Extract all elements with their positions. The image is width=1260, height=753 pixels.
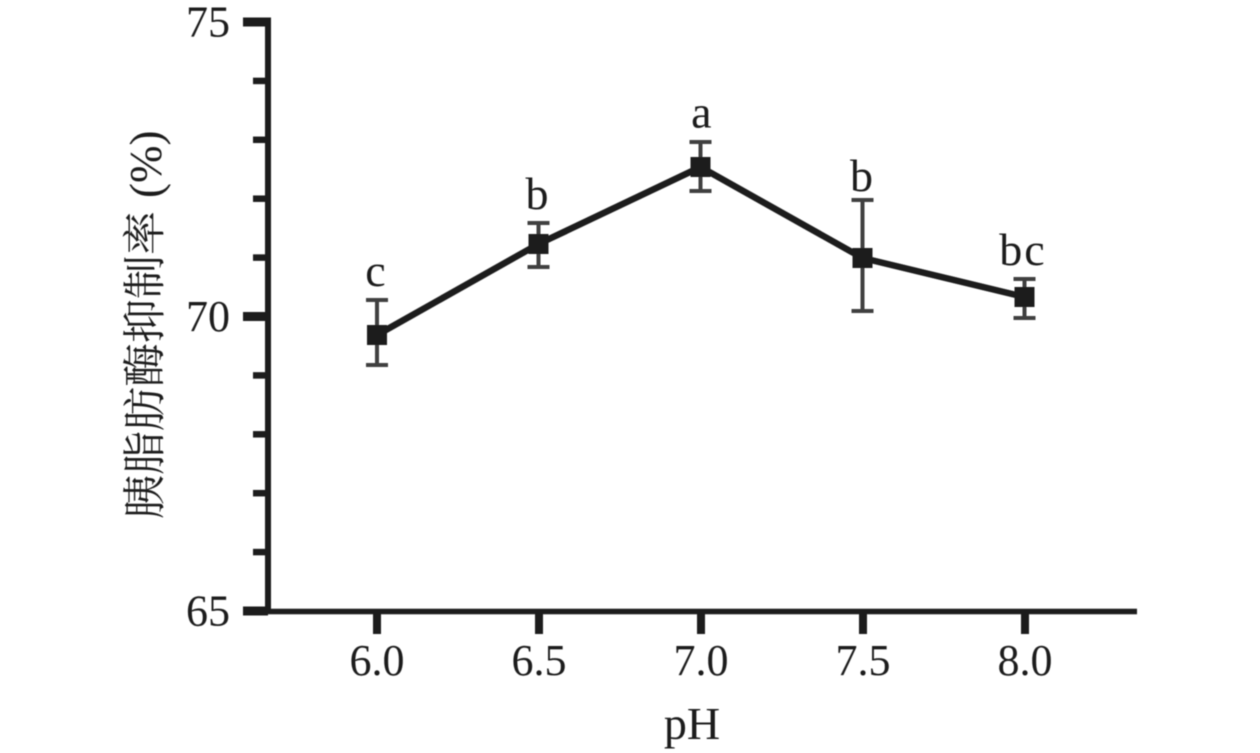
svg-text:75: 75 [186,0,230,47]
svg-text:6.0: 6.0 [350,636,405,685]
svg-text:b: b [850,150,873,201]
svg-text:c: c [365,245,385,296]
svg-text:b: b [526,168,549,219]
svg-text:pH: pH [664,698,720,749]
svg-text:8.0: 8.0 [998,636,1053,685]
svg-text:bc: bc [999,224,1046,275]
svg-text:a: a [691,87,711,138]
svg-text:(%): (%) [121,131,171,198]
svg-text:7.5: 7.5 [836,636,891,685]
svg-text:70: 70 [186,292,230,341]
svg-text:65: 65 [186,587,230,636]
svg-text:6.5: 6.5 [512,636,567,685]
svg-text:7.0: 7.0 [674,636,729,685]
